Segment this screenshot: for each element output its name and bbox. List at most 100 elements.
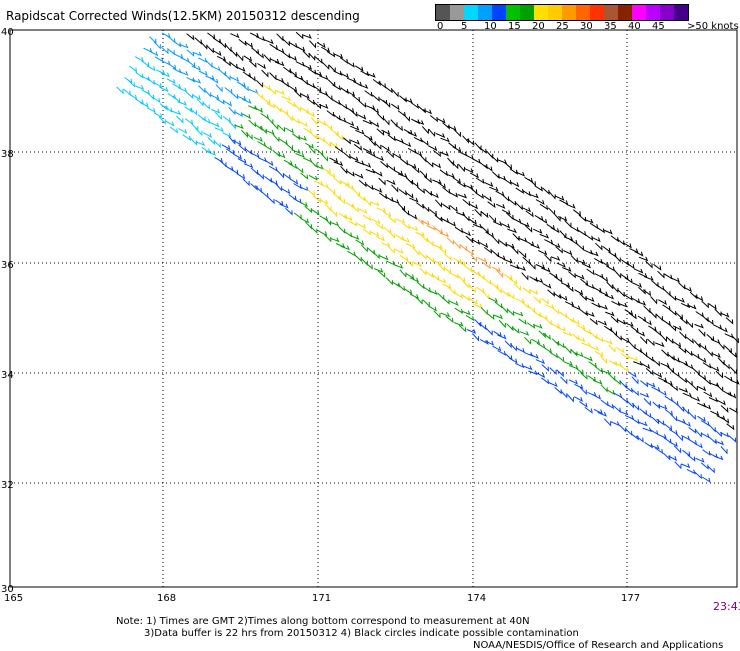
wind-barb <box>550 227 560 234</box>
wind-barb <box>415 231 425 237</box>
wind-barb <box>298 201 308 208</box>
wind-barb <box>697 415 706 423</box>
wind-barb <box>518 318 527 325</box>
wind-barb <box>450 161 459 170</box>
wind-barb <box>701 404 712 410</box>
note-line-2: 3)Data buffer is 22 hrs from 20150312 4)… <box>144 628 579 639</box>
colorbar-swatch <box>604 5 618 20</box>
wind-barb <box>599 275 609 283</box>
wind-barb <box>372 251 380 260</box>
wind-barb <box>568 379 578 385</box>
wind-barb <box>482 291 490 300</box>
wind-barb <box>401 141 412 148</box>
colorbar-swatch <box>492 5 506 20</box>
wind-barb <box>190 137 198 146</box>
wind-barb <box>510 264 520 270</box>
wind-barb <box>569 364 579 370</box>
wind-barb <box>490 282 499 290</box>
wind-barb <box>198 85 206 94</box>
wind-barb <box>724 333 734 339</box>
wind-barb <box>656 418 665 426</box>
wind-barb <box>363 228 372 236</box>
wind-barb <box>135 98 145 105</box>
wind-barb <box>694 323 704 329</box>
wind-barb <box>536 342 546 349</box>
wind-barb <box>497 350 507 356</box>
wind-barb <box>691 352 700 359</box>
wind-barb <box>349 109 358 118</box>
wind-barb <box>592 286 602 293</box>
wind-barb <box>365 262 373 270</box>
wind-barb <box>538 314 548 321</box>
wind-barb <box>342 137 351 145</box>
wind-barb <box>309 131 317 140</box>
wind-barb <box>370 231 380 237</box>
wind-barb <box>512 218 522 224</box>
wind-barb <box>349 234 360 240</box>
wind-barb <box>374 142 382 151</box>
wind-barb <box>340 245 350 251</box>
wind-barb <box>441 297 450 305</box>
wind-barb <box>250 152 260 158</box>
wind-barb <box>484 340 495 346</box>
wind-barb <box>400 238 410 243</box>
wind-barb <box>525 210 534 218</box>
wind-barb <box>255 36 266 42</box>
wind-barb <box>549 367 557 376</box>
wind-barb <box>285 113 293 122</box>
wind-barb <box>488 214 496 224</box>
wind-barb <box>550 256 561 261</box>
wind-barb <box>230 49 238 58</box>
wind-barb <box>458 324 467 333</box>
wind-barb <box>224 43 232 53</box>
wind-barb <box>522 287 531 295</box>
wind-barb <box>148 36 157 44</box>
wind-barb <box>506 323 514 332</box>
wind-barb <box>390 199 400 205</box>
wind-barb <box>300 172 309 180</box>
wind-barb <box>405 191 414 199</box>
wind-barb <box>555 195 565 201</box>
wind-barb <box>533 296 541 305</box>
wind-barb <box>397 283 405 292</box>
wind-barb <box>636 300 647 306</box>
wind-barb <box>507 228 517 234</box>
wind-barb <box>720 405 729 413</box>
wind-barb <box>279 203 289 209</box>
wind-barb <box>544 239 554 245</box>
wind-barb <box>280 80 290 88</box>
wind-barb <box>127 79 135 88</box>
wind-barb <box>276 33 284 42</box>
wind-barb <box>589 251 599 257</box>
wind-barb <box>198 57 208 63</box>
wind-barb <box>146 107 156 113</box>
wind-barb <box>407 132 418 137</box>
wind-barb <box>185 91 194 100</box>
wind-barb <box>500 305 508 314</box>
wind-barb <box>725 317 734 325</box>
wind-barb <box>617 289 625 298</box>
wind-barb <box>308 145 316 155</box>
wind-barb <box>313 195 322 203</box>
wind-barb <box>495 203 506 209</box>
wind-barb <box>509 278 518 285</box>
wind-barb <box>352 95 361 103</box>
wind-barb <box>593 379 603 385</box>
wind-barb <box>435 199 442 208</box>
wind-barb <box>159 103 168 111</box>
wind-barb <box>727 392 737 399</box>
wind-barb <box>729 407 739 414</box>
wind-barb <box>243 163 254 169</box>
wind-barb <box>211 65 221 72</box>
wind-barb <box>384 86 393 94</box>
wind-barb <box>588 361 597 368</box>
wind-barb <box>333 70 343 76</box>
wind-barb <box>690 396 701 402</box>
colorbar-tick: >50 knots <box>687 21 739 32</box>
wind-barb <box>592 393 602 400</box>
wind-barb <box>624 428 633 437</box>
wind-barb <box>267 196 275 205</box>
wind-barb <box>576 259 586 265</box>
wind-barb <box>605 311 615 317</box>
